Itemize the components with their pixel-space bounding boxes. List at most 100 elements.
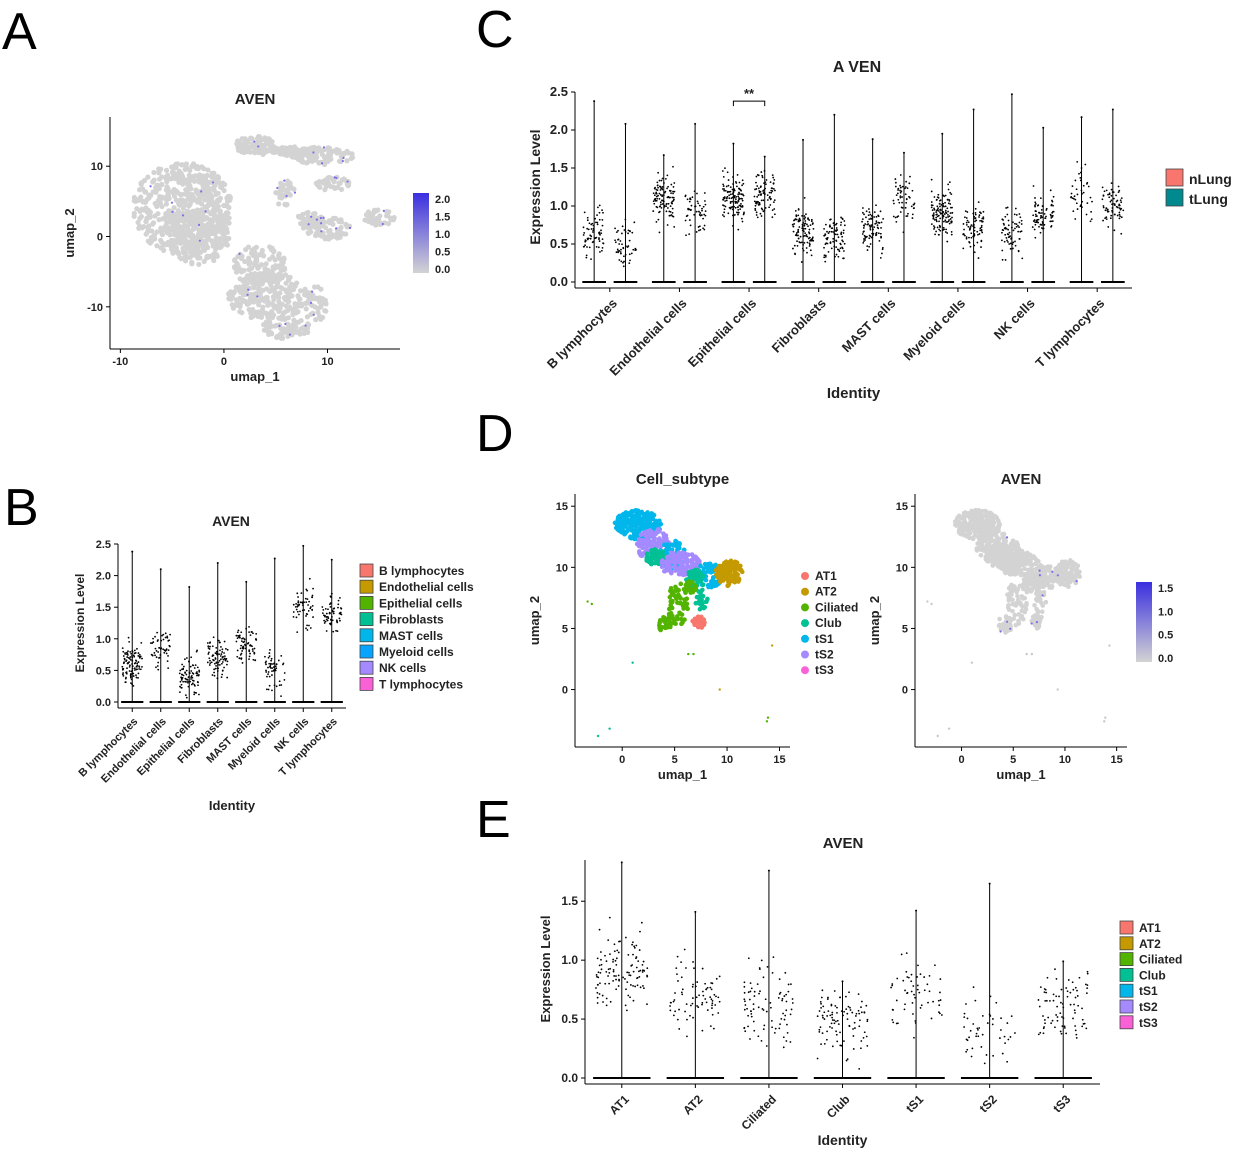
data-point (769, 204, 772, 206)
data-point (179, 669, 182, 672)
data-point (937, 193, 940, 196)
data-point (795, 214, 798, 217)
cell-point (292, 283, 298, 289)
cell-point (204, 208, 210, 214)
data-point (612, 970, 615, 973)
data-point (583, 211, 586, 214)
data-point (620, 260, 623, 263)
data-point (193, 667, 196, 669)
data-point (659, 205, 662, 208)
data-point (652, 210, 655, 212)
data-point (869, 243, 872, 245)
data-point (747, 1014, 749, 1017)
data-point (981, 220, 984, 223)
data-point (213, 668, 216, 671)
data-point (630, 252, 633, 255)
data-point (833, 229, 836, 232)
data-point (130, 670, 133, 673)
data-point (136, 647, 138, 650)
cell-point (156, 217, 162, 223)
cell-point (190, 174, 196, 181)
data-point (684, 1010, 686, 1013)
data-point (189, 665, 192, 668)
data-point (128, 661, 131, 663)
data-point (1040, 227, 1043, 229)
data-point (942, 194, 945, 197)
cell-point (338, 186, 345, 193)
data-point (794, 253, 797, 256)
cell-point (265, 302, 271, 308)
x-tick-label: Endothelial cells (606, 296, 689, 379)
data-point (605, 997, 608, 1000)
data-point (190, 670, 193, 672)
data-point (184, 694, 187, 697)
data-point (267, 673, 269, 676)
data-point (665, 210, 668, 213)
cell-point (276, 299, 282, 305)
data-point (908, 182, 911, 185)
data-point (732, 191, 735, 193)
data-point (763, 1024, 766, 1027)
cell-point (322, 147, 328, 153)
panel-letter-e: E (476, 791, 511, 849)
data-point (666, 207, 669, 209)
data-point (240, 652, 243, 655)
data-point (1007, 224, 1010, 227)
cell-point (190, 226, 196, 232)
data-point (599, 982, 601, 985)
cell-point (201, 166, 207, 172)
data-point (601, 209, 603, 212)
expressing-cell (335, 176, 338, 180)
data-point (1104, 217, 1107, 220)
data-point (660, 203, 662, 206)
data-point (1014, 240, 1016, 243)
cell-point (677, 542, 682, 547)
data-point (754, 204, 757, 207)
data-point (805, 247, 808, 249)
data-point (797, 208, 800, 211)
data-point (715, 995, 717, 998)
data-point (1051, 215, 1054, 218)
data-point (858, 1012, 861, 1015)
y-tick-label: 1.0 (96, 634, 111, 646)
data-point (743, 985, 746, 988)
cell-point (156, 183, 162, 189)
data-point (826, 238, 829, 241)
data-point (307, 604, 309, 606)
data-point (746, 1007, 748, 1010)
data-point (914, 1020, 917, 1022)
data-point (808, 219, 811, 221)
data-point (687, 207, 690, 210)
data-point (944, 209, 947, 212)
data-point (295, 602, 298, 605)
cell-point (639, 553, 645, 559)
data-point (656, 197, 659, 200)
data-point (1052, 993, 1055, 996)
data-point (846, 1012, 849, 1015)
data-point (771, 1026, 773, 1029)
data-point (1118, 213, 1121, 216)
data-point (752, 1008, 755, 1010)
data-point (831, 227, 834, 230)
data-point (978, 233, 981, 235)
data-point (225, 647, 227, 650)
data-point (340, 613, 343, 616)
cell-point (152, 236, 158, 242)
data-point (863, 1011, 866, 1014)
data-point (857, 993, 860, 996)
data-point (829, 242, 832, 244)
cell-point (186, 186, 192, 192)
cell-point (629, 517, 635, 523)
expressing-cell (341, 159, 345, 163)
data-point (685, 1003, 688, 1005)
data-point (1117, 191, 1120, 194)
data-point (862, 207, 864, 209)
data-point (1055, 1014, 1058, 1016)
data-point (916, 984, 919, 987)
data-point (978, 214, 981, 217)
data-point (1072, 210, 1075, 213)
data-point (323, 622, 326, 624)
data-point (635, 966, 638, 969)
data-point (989, 995, 992, 998)
data-point (1031, 226, 1034, 228)
